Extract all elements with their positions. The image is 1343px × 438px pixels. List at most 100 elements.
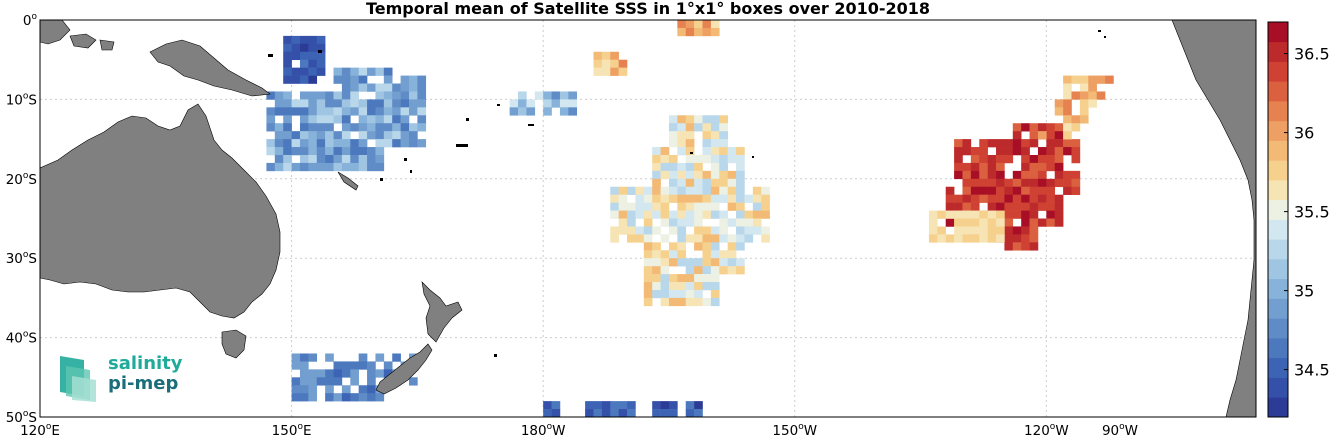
sss-cell: [643, 226, 653, 235]
sss-cell: [392, 115, 401, 124]
sss-cell: [652, 202, 661, 211]
sss-cell: [291, 131, 301, 140]
sss-cell: [996, 226, 1005, 235]
sss-cell: [1071, 186, 1081, 195]
sss-cell: [1021, 139, 1030, 148]
sss-cell: [308, 369, 318, 378]
sss-cell: [299, 59, 309, 68]
sss-cell: [408, 99, 418, 108]
sss-cell: [694, 210, 703, 219]
sss-cell: [408, 131, 418, 140]
sss-cell: [543, 409, 552, 417]
sss-cell: [710, 250, 720, 259]
sss-cell: [408, 107, 418, 116]
sss-cell: [685, 282, 695, 291]
x-tick-label: 150oE: [272, 422, 312, 438]
sss-cell: [1046, 210, 1056, 219]
colorbar-segment: [1268, 219, 1288, 240]
sss-cell: [408, 139, 418, 148]
sss-cell: [316, 154, 326, 164]
sss-cell: [1037, 154, 1047, 164]
sss-cell: [325, 154, 334, 164]
sss-cell: [350, 154, 359, 164]
logo-waves-icon: [60, 356, 96, 402]
sss-cell: [668, 401, 678, 410]
sss-cell: [392, 353, 401, 362]
sss-cell: [610, 67, 619, 76]
sss-cell: [685, 186, 695, 195]
sss-cell: [954, 162, 963, 172]
sss-cell: [677, 178, 687, 188]
sss-cell: [635, 194, 645, 203]
sss-cell: [274, 162, 284, 172]
colorbar-segment: [1268, 338, 1288, 359]
sss-cell: [610, 186, 619, 195]
sss-cell: [694, 202, 703, 211]
sss-cell: [1012, 226, 1022, 235]
sss-cell: [694, 27, 703, 37]
sss-cell: [1054, 154, 1064, 164]
sss-cell: [375, 154, 385, 164]
sss-cell: [618, 186, 628, 195]
sss-cell: [392, 123, 401, 132]
sss-cell: [1063, 99, 1072, 108]
sss-cell: [316, 59, 326, 68]
sss-cell: [341, 67, 351, 76]
south-america-land: [1171, 20, 1256, 417]
sss-cell: [341, 385, 351, 394]
sss-cell: [358, 385, 368, 394]
sss-cell: [719, 258, 728, 267]
sss-cell: [308, 154, 318, 164]
sss-cell: [660, 234, 670, 243]
sss-cell: [668, 258, 678, 267]
sss-cell: [660, 202, 670, 211]
sss-cell: [291, 385, 301, 394]
indonesia-land: [40, 20, 115, 51]
sss-cell: [685, 162, 695, 172]
sss-cell: [417, 83, 427, 92]
sss-cell: [710, 162, 720, 172]
sss-cell: [736, 258, 745, 267]
sss-cell: [601, 51, 611, 60]
sss-cell: [333, 154, 343, 164]
sss-cell: [299, 115, 309, 124]
sss-cell: [1063, 91, 1072, 100]
sss-cell: [937, 226, 947, 235]
colorbar-segment: [1268, 61, 1288, 82]
sss-cell: [945, 210, 955, 219]
sss-cell: [954, 139, 963, 148]
sss-cell: [719, 170, 728, 180]
sss-cell: [1054, 147, 1064, 156]
sss-cell: [266, 139, 276, 148]
sss-cell: [291, 353, 301, 362]
sss-cell: [585, 409, 594, 417]
sss-cell: [979, 210, 988, 219]
sss-cell: [1012, 242, 1022, 251]
sss-cell: [979, 218, 988, 227]
sss-cell: [652, 409, 661, 417]
sss-cell: [1029, 194, 1039, 203]
sss-cell: [392, 83, 401, 92]
sss-cell: [383, 115, 393, 124]
sss-cell: [283, 131, 292, 140]
sss-cell: [299, 99, 309, 108]
sss-cell: [543, 91, 552, 100]
sss-cell: [266, 115, 276, 124]
sss-cell: [610, 202, 619, 211]
sss-cell: [358, 83, 368, 92]
sss-cell: [1071, 147, 1081, 156]
sss-cell: [1029, 131, 1039, 140]
sss-cell: [727, 242, 737, 251]
sss-cell: [316, 369, 326, 378]
sss-cell: [1063, 139, 1072, 148]
sss-cell: [710, 123, 720, 132]
sss-cell: [1021, 170, 1030, 180]
sss-cell: [1096, 75, 1106, 84]
sss-cell: [299, 154, 309, 164]
sss-cell: [316, 43, 326, 53]
sss-cell: [283, 59, 292, 68]
sss-cell: [1071, 115, 1081, 124]
sss-cell: [367, 377, 376, 386]
sss-cell: [1021, 162, 1030, 172]
x-tick-label: 120oE: [20, 422, 60, 438]
